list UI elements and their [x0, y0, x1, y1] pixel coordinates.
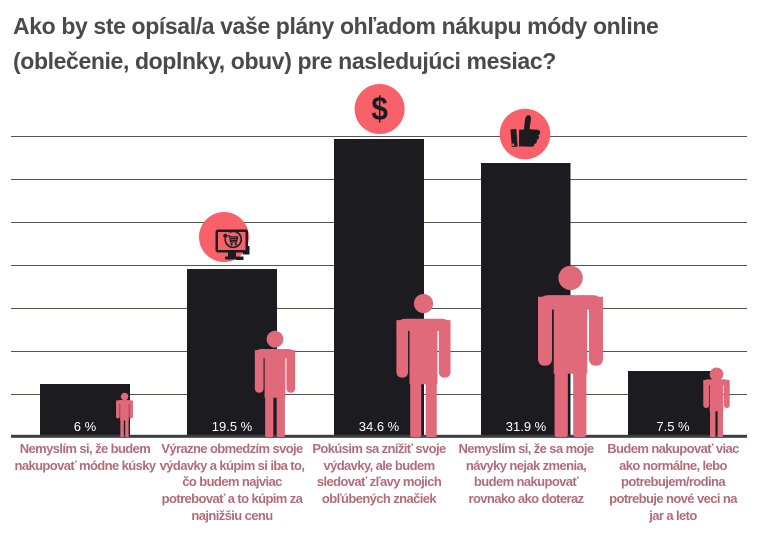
- svg-text:34.6 %: 34.6 %: [359, 419, 400, 434]
- svg-text:19.5 %: 19.5 %: [212, 419, 253, 434]
- svg-text:7.5 %: 7.5 %: [656, 419, 690, 434]
- svg-text:31.9 %: 31.9 %: [506, 419, 547, 434]
- svg-text:6 %: 6 %: [74, 419, 97, 434]
- svg-text:$: $: [371, 90, 388, 127]
